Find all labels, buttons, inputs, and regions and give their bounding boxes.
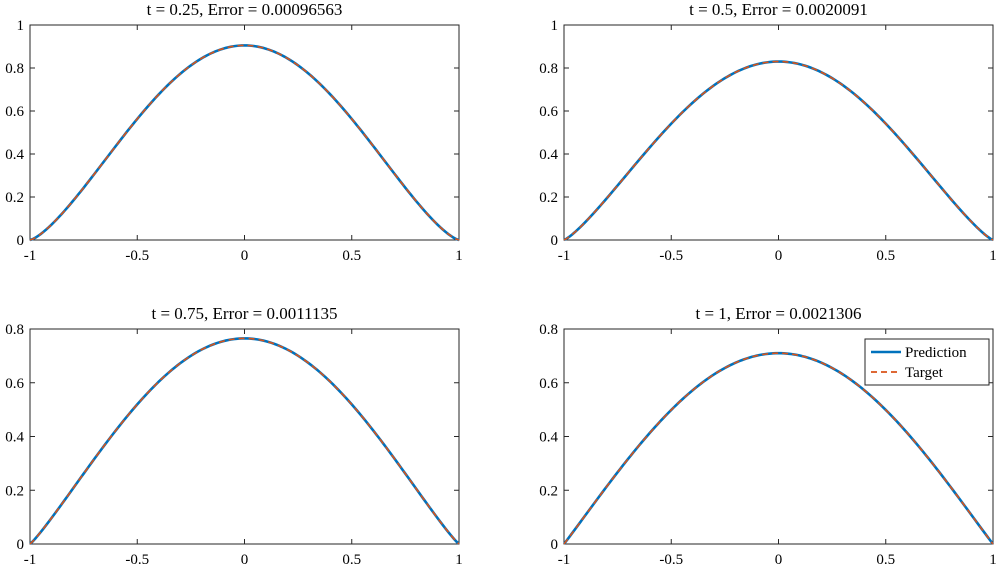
y-tick-label: 0.2 — [5, 190, 24, 206]
legend-box — [864, 338, 990, 386]
x-tick-label: 0.5 — [342, 248, 361, 264]
x-tick-label: 1 — [989, 248, 997, 264]
y-tick-label: 0.4 — [539, 430, 558, 446]
y-tick-label: 0.8 — [539, 61, 558, 77]
axes-box — [29, 24, 460, 241]
y-tick-label: 0.8 — [5, 322, 24, 338]
x-tick-label: 0 — [775, 552, 783, 568]
y-tick-label: 0.2 — [539, 483, 558, 499]
x-tick-label: -0.5 — [659, 248, 683, 264]
subplot-4: -1 -0.5 0 0.5 1 0 0.2 0.4 0.6 0.8 t = 1, Error = 0… — [539, 304, 997, 568]
prediction-line — [29, 44, 460, 242]
subplot-title: t = 0.75, Error = 0.0011135 — [151, 304, 337, 323]
x-tick-label: -0.5 — [125, 248, 149, 264]
subplot-1: -1 -0.5 0 0.5 1 0 0.2 0.4 0.6 0.8 1 t = 0.25, Error… — [5, 0, 463, 264]
prediction-line — [29, 337, 460, 545]
y-tick-label: 0.6 — [5, 104, 24, 120]
target-line — [563, 352, 994, 545]
x-tick-label: -0.5 — [659, 552, 683, 568]
x-tick-label: 0.5 — [876, 248, 895, 264]
axes-box — [563, 24, 994, 241]
x-tick-label: 0.5 — [342, 552, 361, 568]
y-tick-label: 0.6 — [539, 104, 558, 120]
legend-label-target: Target — [905, 365, 944, 381]
target-line — [29, 337, 460, 545]
target-line — [563, 60, 994, 241]
x-tick-label: 0.5 — [876, 552, 895, 568]
y-tick-label: 0.4 — [5, 430, 24, 446]
y-tick-label: 0 — [17, 537, 25, 553]
x-tick-label: -0.5 — [125, 552, 149, 568]
prediction-line — [563, 60, 994, 242]
y-tick-label: 1 — [551, 18, 559, 34]
y-tick-label: 0.8 — [539, 322, 558, 338]
subplot-title: t = 1, Error = 0.0021306 — [695, 304, 861, 323]
y-tick-label: 0.6 — [5, 376, 24, 392]
x-tick-label: -1 — [24, 552, 37, 568]
x-tick-label: 0 — [241, 552, 249, 568]
x-tick-label: 1 — [989, 552, 997, 568]
y-tick-label: 0.4 — [5, 147, 24, 163]
x-tick-label: 0 — [775, 248, 783, 264]
subplot-title: t = 0.5, Error = 0.0020091 — [689, 0, 868, 19]
target-line — [29, 44, 460, 241]
axes-box — [29, 328, 460, 545]
y-tick-label: 1 — [17, 18, 25, 34]
subplot-2: -1 -0.5 0 0.5 1 0 0.2 0.4 0.6 0.8 1 t = 0.5, Error … — [539, 0, 997, 264]
x-tick-label: 0 — [241, 248, 249, 264]
y-tick-label: 0.4 — [539, 147, 558, 163]
y-tick-label: 0.2 — [539, 190, 558, 206]
y-tick-label: 0.6 — [539, 376, 558, 392]
x-tick-label: -1 — [558, 248, 571, 264]
x-tick-label: -1 — [558, 552, 571, 568]
y-tick-label: 0 — [17, 233, 25, 249]
y-tick-label: 0 — [551, 537, 559, 553]
legend: Prediction Target — [864, 338, 990, 386]
y-tick-label: 0.2 — [5, 483, 24, 499]
x-tick-label: -1 — [24, 248, 37, 264]
x-tick-label: 1 — [455, 552, 463, 568]
legend-label-prediction: Prediction — [905, 345, 967, 361]
y-tick-label: 0 — [551, 233, 559, 249]
subplot-title: t = 0.25, Error = 0.00096563 — [147, 0, 343, 19]
subplot-3: -1 -0.5 0 0.5 1 0 0.2 0.4 0.6 0.8 t = 0.75, Error … — [5, 304, 463, 568]
y-tick-label: 0.8 — [5, 61, 24, 77]
x-tick-label: 1 — [455, 248, 463, 264]
